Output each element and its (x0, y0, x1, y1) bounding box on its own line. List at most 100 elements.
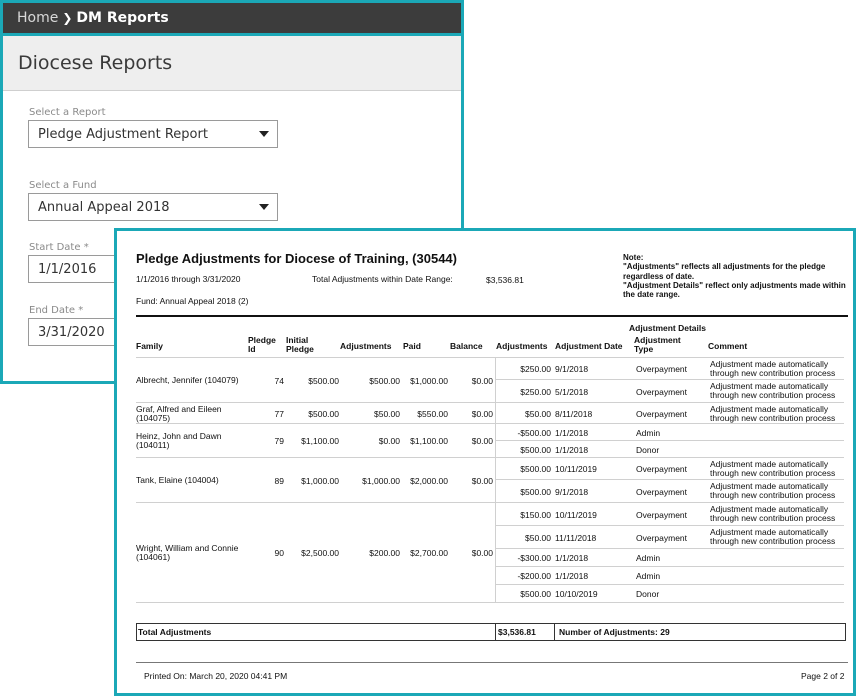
breadcrumb-current: DM Reports (76, 10, 169, 26)
start-date-label: Start Date * (29, 242, 89, 253)
detail-row-divider (495, 525, 844, 526)
start-date-input[interactable]: 1/1/2016 (28, 255, 118, 283)
detail-amount: $500.00 (520, 486, 551, 497)
detail-comment: Adjustment made automatically through ne… (710, 404, 836, 423)
detail-row-divider (495, 584, 844, 585)
report-total-value: $3,536.81 (486, 275, 524, 285)
detail-row-divider (495, 423, 844, 424)
detail-amount: $50.00 (525, 408, 551, 419)
detail-amount: $250.00 (520, 364, 551, 374)
detail-type: Admin (636, 553, 661, 563)
caret-down-icon (259, 131, 269, 137)
family-name: Albrecht, Jennifer (104079) (136, 374, 239, 385)
col-adjustment-date: Adjustment Date (555, 341, 623, 351)
detail-amount: $500.00 (520, 464, 551, 474)
detail-type: Donor (636, 589, 660, 599)
family-adjustments: $500.00 (369, 375, 400, 386)
printed-on: Printed On: March 20, 2020 04:41 PM (144, 671, 288, 681)
totals-label: Total Adjustments (138, 627, 212, 637)
detail-type: Overpayment (636, 386, 688, 397)
detail-date: 10/10/2019 (555, 589, 598, 599)
totals-count: Number of Adjustments: 29 (559, 627, 670, 637)
end-date-value: 3/31/2020 (38, 324, 105, 340)
family-pledge-id: 89 (274, 475, 284, 486)
group-header: Adjustment Details (629, 323, 706, 333)
detail-row-divider (495, 479, 844, 480)
chevron-right-icon: ❯ (62, 11, 73, 25)
totals-divider (554, 624, 555, 640)
family-balance: $0.00 (471, 548, 493, 558)
header-underline (136, 357, 844, 358)
family-pledge-id: 90 (274, 548, 284, 558)
family-initial-pledge: $1,100.00 (301, 436, 339, 446)
detail-type: Donor (636, 444, 660, 455)
detail-comment: Adjustment made automatically through ne… (710, 459, 836, 478)
detail-type: Overpayment (636, 364, 688, 374)
family-name: Tank, Elaine (104004) (136, 474, 219, 485)
col-paid: Paid (403, 341, 421, 351)
family-paid: $1,000.00 (410, 375, 448, 386)
detail-date: 5/1/2018 (555, 386, 589, 397)
report-select-label: Select a Report (29, 107, 106, 118)
end-date-input[interactable]: 3/31/2020 (28, 318, 118, 346)
col-pledge-id: Pledge Id (248, 335, 276, 354)
family-balance: $0.00 (471, 436, 493, 446)
report-total-label: Total Adjustments within Date Range: (312, 274, 453, 284)
family-initial-pledge: $2,500.00 (301, 548, 339, 558)
start-date-value: 1/1/2016 (38, 261, 97, 277)
fund-select[interactable]: Annual Appeal 2018 (28, 193, 278, 221)
report-note: Note: "Adjustments" reflects all adjustm… (623, 253, 848, 299)
family-name: Wright, William and Connie (104061) (136, 543, 239, 562)
detail-row-divider (495, 379, 844, 380)
detail-comment: Adjustment made automatically through ne… (710, 504, 836, 523)
caret-down-icon (259, 204, 269, 210)
report-title: Pledge Adjustments for Diocese of Traini… (136, 251, 457, 266)
report-viewer: Pledge Adjustments for Diocese of Traini… (114, 228, 856, 696)
family-row-divider (136, 402, 495, 403)
family-adjustments: $50.00 (374, 408, 400, 419)
detail-type: Overpayment (636, 532, 688, 543)
col-detail-adjustments: Adjustments (496, 341, 548, 351)
detail-date: 10/11/2019 (555, 464, 597, 474)
detail-amount: $500.00 (520, 589, 551, 599)
family-paid: $550.00 (417, 408, 448, 419)
detail-date: 9/1/2018 (555, 486, 589, 497)
detail-amount: $150.00 (520, 509, 551, 520)
family-paid: $1,100.00 (410, 436, 448, 446)
family-pledge-id: 79 (274, 436, 284, 446)
family-row-divider (136, 602, 495, 603)
detail-type: Overpayment (636, 464, 688, 474)
family-adjustments: $1,000.00 (362, 475, 400, 486)
report-select-value: Pledge Adjustment Report (38, 126, 208, 142)
breadcrumb: Home ❯ DM Reports (3, 3, 461, 33)
family-paid: $2,700.00 (410, 548, 448, 558)
detail-row-divider (495, 602, 844, 603)
breadcrumb-home-link[interactable]: Home (17, 10, 59, 26)
detail-comment: Adjustment made automatically through ne… (710, 481, 836, 500)
fund-select-value: Annual Appeal 2018 (38, 199, 170, 215)
report-select[interactable]: Pledge Adjustment Report (28, 120, 278, 148)
detail-date: 1/1/2018 (555, 553, 589, 563)
note-line: "Adjustment Details" reflect only adjust… (623, 280, 846, 300)
family-balance: $0.00 (471, 475, 493, 486)
note-line: Note: (623, 253, 644, 262)
detail-row-divider (495, 502, 844, 503)
detail-amount: -$200.00 (517, 571, 551, 581)
footer-rule (136, 662, 848, 663)
diocese-reports-window: Home ❯ DM Reports Diocese Reports Select… (0, 0, 464, 384)
detail-date: 8/11/2018 (555, 408, 593, 419)
family-initial-pledge: $500.00 (308, 375, 339, 386)
family-row-divider (136, 457, 495, 458)
family-pledge-id: 77 (274, 408, 284, 419)
col-adjustment-type: Adjustment Type (634, 335, 681, 354)
col-initial-pledge: Initial Pledge (286, 335, 314, 354)
detail-date: 1/1/2018 (555, 427, 589, 438)
fund-select-label: Select a Fund (29, 180, 97, 191)
detail-type: Overpayment (636, 509, 688, 520)
detail-date: 10/11/2019 (555, 509, 597, 520)
family-initial-pledge: $500.00 (308, 408, 339, 419)
family-paid: $2,000.00 (410, 475, 448, 486)
detail-date: 11/11/2018 (555, 532, 597, 543)
detail-comment: Adjustment made automatically through ne… (710, 359, 836, 378)
detail-type: Admin (636, 571, 661, 581)
